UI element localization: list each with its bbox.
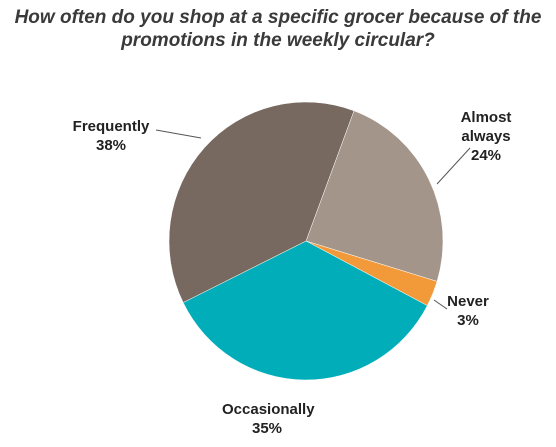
value-label: 24% <box>470 147 502 164</box>
slice-label: Frequently 38% <box>66 117 156 155</box>
category-label: Never <box>447 293 489 310</box>
value-label: 3% <box>457 312 479 329</box>
slice-label: Never 3% <box>423 292 513 330</box>
category-label: Frequently <box>72 118 150 135</box>
category-label: Almost always <box>460 109 512 145</box>
pie-slice <box>168 101 355 303</box>
slice-label: Almost always 24% <box>451 108 521 165</box>
pie-slice <box>182 240 428 381</box>
pie-slice <box>305 110 444 282</box>
category-label: Occasionally <box>222 401 315 418</box>
leader-line <box>433 299 448 310</box>
slice-label: Occasionally 35% <box>222 400 315 438</box>
value-label: 38% <box>95 137 127 154</box>
chart-title: How often do you shop at a specific groc… <box>14 7 542 51</box>
leader-line <box>436 147 471 185</box>
value-label: 35% <box>251 420 283 437</box>
leader-line <box>155 129 202 139</box>
